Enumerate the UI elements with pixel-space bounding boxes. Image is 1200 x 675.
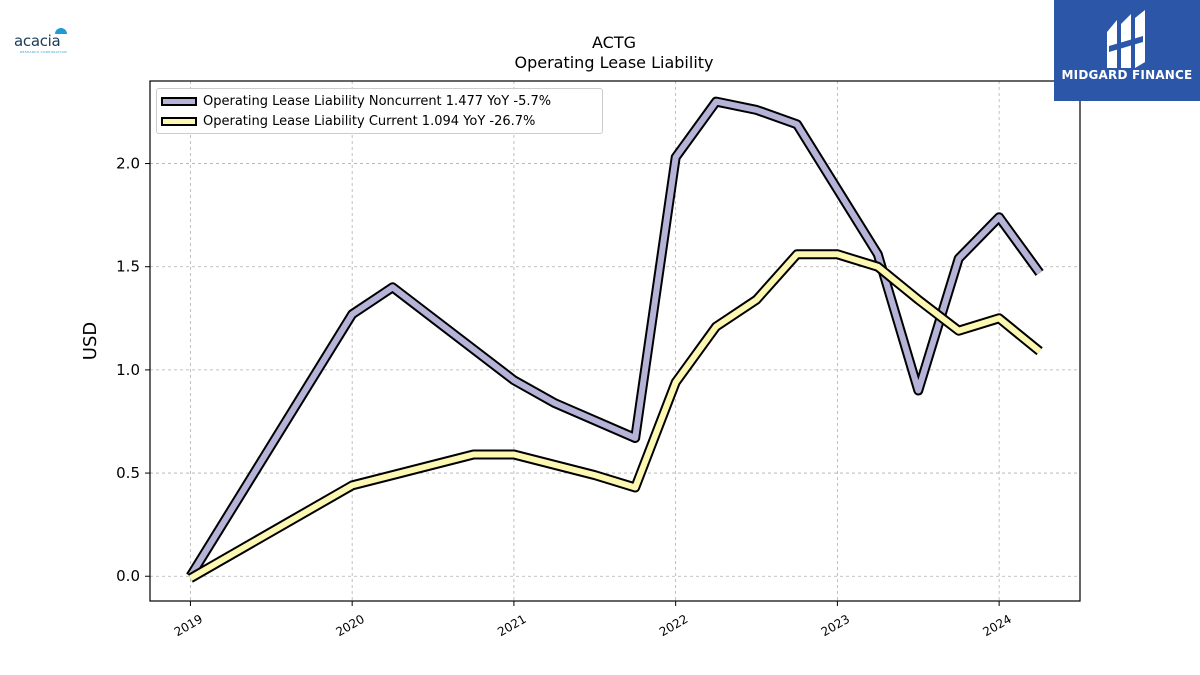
logo-arc-icon bbox=[55, 28, 67, 34]
x-tick-label: 2019 bbox=[172, 612, 205, 639]
logo-subtext: RESEARCH CORPORATION bbox=[20, 50, 67, 54]
y-tick-label: 0.0 bbox=[116, 567, 140, 585]
legend: Operating Lease Liability Noncurrent 1.4… bbox=[156, 88, 603, 134]
x-tick-label: 2024 bbox=[980, 612, 1013, 639]
chart-title: ACTG bbox=[592, 33, 636, 52]
legend-label-noncurrent: Operating Lease Liability Noncurrent 1.4… bbox=[203, 93, 552, 109]
legend-label-current: Operating Lease Liability Current 1.094 … bbox=[203, 113, 536, 129]
y-tick-label: 2.0 bbox=[116, 155, 140, 173]
badge-label: MIDGARD FINANCE bbox=[1061, 68, 1193, 82]
midgard-logo-icon bbox=[1107, 10, 1145, 68]
acacia-logo: acacia RESEARCH CORPORATION bbox=[14, 26, 76, 56]
series-outline-1 bbox=[187, 249, 1043, 583]
series-lines bbox=[186, 96, 1044, 583]
axes: 2019 2020 2021 2022 2023 2024 0.0 0.5 1.0 1.5 2.0 bbox=[116, 155, 1014, 640]
legend-swatch-current bbox=[161, 116, 197, 126]
legend-swatch-noncurrent bbox=[161, 96, 197, 106]
y-axis-label: USD bbox=[80, 322, 101, 360]
plot-frame bbox=[149, 80, 1081, 602]
chart-subtitle: Operating Lease Liability bbox=[514, 53, 713, 72]
midgard-finance-badge: MIDGARD FINANCE bbox=[1054, 0, 1200, 101]
y-tick-label: 1.0 bbox=[116, 361, 140, 379]
x-tick-label: 2021 bbox=[495, 612, 528, 639]
series-line-0 bbox=[187, 98, 1043, 578]
series-line-1 bbox=[188, 251, 1042, 581]
legend-entry-current: Operating Lease Liability Current 1.094 … bbox=[157, 111, 535, 131]
x-tick-label: 2023 bbox=[819, 612, 852, 639]
x-tick-label: 2022 bbox=[657, 612, 690, 639]
y-tick-label: 0.5 bbox=[116, 464, 140, 482]
logo-wordmark: acacia bbox=[14, 32, 61, 50]
legend-entry-noncurrent: Operating Lease Liability Noncurrent 1.4… bbox=[157, 91, 551, 111]
y-tick-label: 1.5 bbox=[116, 258, 140, 276]
x-tick-label: 2020 bbox=[333, 612, 366, 639]
